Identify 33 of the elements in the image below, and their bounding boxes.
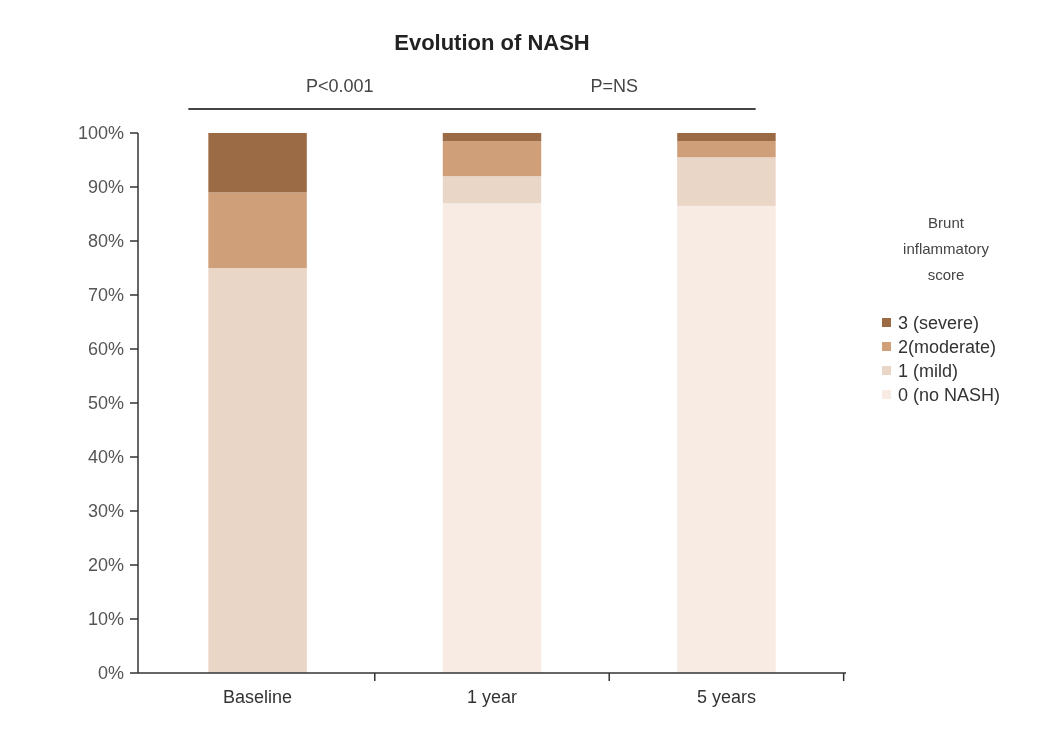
bar <box>677 205 776 673</box>
y-tick-label: 10% <box>87 609 124 630</box>
bar <box>442 176 542 204</box>
legend-title: Brunt inflammatory score <box>903 214 990 283</box>
y-tick-label: 60% <box>87 339 124 360</box>
chart-title: Evolution of NASH <box>394 30 590 55</box>
bar <box>677 157 776 206</box>
bar <box>442 203 542 673</box>
x-tick-label: Baseline <box>223 687 293 707</box>
y-tick-label: 50% <box>87 393 124 414</box>
bar <box>208 192 307 268</box>
y-tick-label: 80% <box>87 231 124 252</box>
y-tick-label: 70% <box>87 285 124 306</box>
legend-label: 1 (mild) <box>898 361 959 382</box>
bar <box>208 268 307 673</box>
bar <box>677 133 776 142</box>
text: P<0.001 <box>306 76 374 96</box>
bar <box>208 133 307 193</box>
y-tick-label: 20% <box>87 555 124 576</box>
legend-label: 0 (no NASH) <box>898 385 1001 406</box>
legend-label: 3 (severe) <box>898 313 980 334</box>
y-tick-label: 0% <box>97 663 124 684</box>
legend-label: 2(moderate) <box>898 337 997 358</box>
y-tick-label: 40% <box>87 447 124 468</box>
text: P=NS <box>590 76 638 96</box>
x-tick-label: 5 years <box>696 687 756 707</box>
y-tick-label: 90% <box>87 177 124 198</box>
bar <box>442 141 542 177</box>
y-tick-label: 100% <box>77 123 124 144</box>
y-tick-label: 30% <box>87 501 124 522</box>
x-tick-label: 1 year <box>466 687 518 707</box>
bar <box>442 133 542 142</box>
bar <box>677 141 776 158</box>
